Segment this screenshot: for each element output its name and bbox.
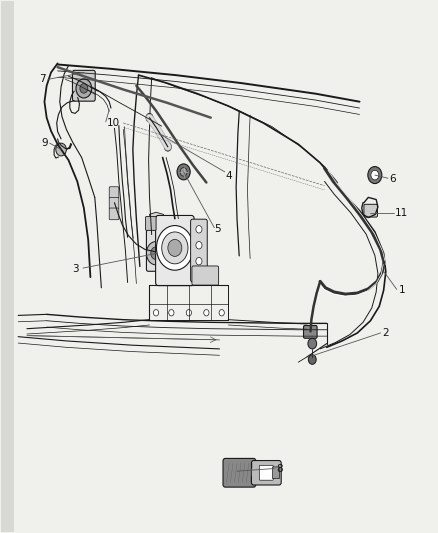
FancyBboxPatch shape — [1, 1, 14, 532]
Circle shape — [80, 84, 88, 93]
Circle shape — [195, 271, 201, 278]
Circle shape — [195, 257, 201, 265]
Text: 2: 2 — [381, 328, 388, 338]
FancyBboxPatch shape — [190, 219, 207, 282]
FancyBboxPatch shape — [251, 461, 281, 485]
Text: 8: 8 — [276, 464, 283, 474]
Circle shape — [150, 247, 161, 260]
Text: 9: 9 — [41, 138, 48, 148]
Polygon shape — [149, 212, 166, 230]
FancyBboxPatch shape — [109, 208, 119, 220]
Circle shape — [203, 310, 208, 316]
Circle shape — [219, 310, 224, 316]
FancyBboxPatch shape — [72, 70, 95, 101]
Text: 3: 3 — [72, 264, 78, 273]
Circle shape — [168, 310, 173, 316]
FancyBboxPatch shape — [145, 216, 155, 230]
Circle shape — [180, 167, 187, 176]
Circle shape — [307, 355, 315, 365]
Text: 7: 7 — [39, 75, 45, 84]
Circle shape — [367, 166, 381, 183]
Circle shape — [164, 143, 171, 151]
FancyBboxPatch shape — [272, 467, 279, 479]
Text: 4: 4 — [225, 171, 231, 181]
Circle shape — [146, 114, 152, 122]
FancyBboxPatch shape — [303, 326, 316, 338]
FancyBboxPatch shape — [146, 230, 165, 271]
FancyBboxPatch shape — [259, 465, 273, 480]
Circle shape — [195, 225, 201, 233]
FancyBboxPatch shape — [109, 187, 119, 198]
Circle shape — [195, 241, 201, 249]
Circle shape — [307, 338, 316, 349]
Circle shape — [177, 164, 190, 180]
FancyBboxPatch shape — [109, 197, 119, 209]
Text: 5: 5 — [214, 224, 221, 235]
Circle shape — [156, 225, 193, 270]
Circle shape — [186, 310, 191, 316]
FancyBboxPatch shape — [223, 458, 255, 487]
Circle shape — [161, 232, 187, 264]
Circle shape — [76, 79, 92, 98]
FancyBboxPatch shape — [191, 266, 218, 285]
Circle shape — [56, 143, 66, 156]
FancyBboxPatch shape — [155, 215, 194, 286]
Circle shape — [370, 170, 378, 180]
Text: 6: 6 — [389, 174, 395, 184]
Circle shape — [167, 239, 181, 256]
Text: 10: 10 — [106, 118, 120, 128]
Circle shape — [153, 310, 158, 316]
FancyBboxPatch shape — [363, 204, 377, 217]
Text: 11: 11 — [394, 208, 407, 219]
Text: 1: 1 — [398, 286, 405, 295]
Circle shape — [146, 241, 165, 265]
